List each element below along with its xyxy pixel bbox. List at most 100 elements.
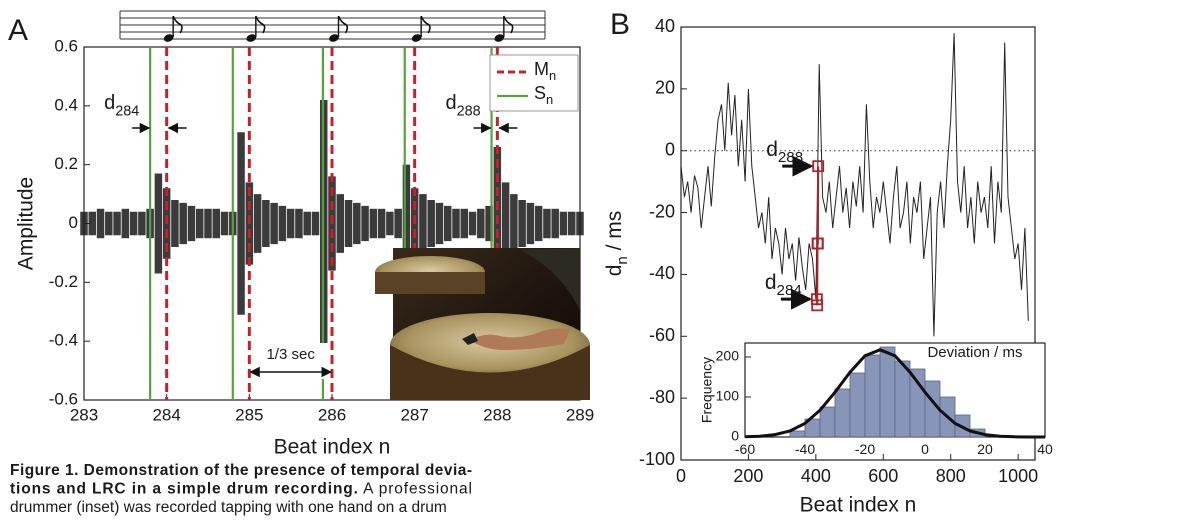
annotation-sub: 288	[778, 149, 803, 166]
annotation-base: d	[765, 271, 777, 294]
annotation-base: d	[766, 138, 778, 161]
y-tick-label: -100	[639, 449, 675, 469]
y-tick-label: 0.6	[54, 36, 78, 55]
annotation-sub: 284	[115, 103, 139, 119]
annotation-base: d	[446, 92, 457, 114]
y-tick-label: -0.6	[49, 389, 78, 408]
x-tick-label: 40	[1037, 441, 1053, 457]
note-head	[411, 34, 422, 42]
note-head	[329, 34, 339, 42]
caption-line: drummer (inset) was recorded tapping wit…	[10, 499, 447, 516]
x-tick-label: 285	[235, 406, 263, 425]
histogram-bar	[909, 368, 926, 438]
legend-box	[489, 54, 579, 112]
y-tick-label: -0.2	[49, 272, 78, 291]
y-axis-label-rest: / ms	[603, 211, 626, 257]
legend-label: Sn	[534, 83, 553, 108]
caption-text: Figure 1. Demonstration of the presence …	[10, 462, 472, 479]
y-tick-label: -80	[649, 387, 675, 407]
x-tick-label: 1000	[998, 466, 1038, 486]
histogram-title: Deviation / ms	[927, 344, 1022, 361]
legend-label-base: M	[534, 59, 549, 79]
annotation-sub: 284	[777, 282, 802, 299]
note-head	[163, 34, 174, 42]
y-axis-label: dn / ms	[603, 211, 631, 277]
inset-photo	[375, 248, 590, 400]
caption-text: tions and LRC in a simple drum recording…	[10, 481, 358, 498]
y-tick-label: -0.4	[49, 331, 78, 350]
annotation-sub: 288	[457, 103, 481, 119]
note-flag	[503, 15, 514, 34]
y-tick-label: -20	[649, 201, 675, 221]
x-tick-label: 289	[566, 406, 594, 425]
histogram-bar	[879, 346, 896, 438]
x-tick-label: -40	[795, 441, 815, 457]
series-line	[680, 33, 1029, 337]
y-tick-label: -60	[649, 325, 675, 345]
x-tick-label: 600	[868, 466, 898, 486]
x-tick-label: 20	[977, 441, 993, 457]
y-tick-label: 0.2	[54, 154, 78, 173]
x-tick-label: 800	[936, 466, 966, 486]
note-flag	[420, 15, 431, 34]
interval-label: 1/3 sec	[266, 346, 315, 363]
x-axis-label: Beat index n	[800, 494, 917, 517]
x-tick-label: 0	[921, 441, 929, 457]
panel-label: B	[610, 8, 630, 41]
panel-label: A	[8, 14, 28, 47]
y-tick-label: 0	[69, 213, 78, 232]
histogram-bar	[789, 430, 806, 438]
legend-label-sub: n	[549, 68, 556, 83]
caption-text: A professional	[359, 481, 472, 498]
x-tick-label: 287	[400, 406, 428, 425]
y-tick-label: 200	[716, 348, 740, 364]
y-tick-label: 0	[731, 428, 739, 444]
data-point	[811, 237, 824, 250]
histogram-bar	[849, 372, 866, 438]
note-head	[494, 34, 505, 42]
caption-text: drummer (inset) was recorded tapping wit…	[10, 499, 447, 516]
histogram-bar	[819, 406, 836, 438]
x-tick-label: -60	[735, 441, 755, 457]
histogram-bar	[834, 388, 851, 438]
data-point	[811, 299, 824, 312]
note-flag	[172, 15, 183, 34]
x-tick-label: 286	[318, 406, 346, 425]
note-head	[246, 34, 257, 42]
x-axis-label: Beat index n	[274, 436, 391, 459]
annotation-base: d	[104, 92, 115, 114]
y-tick-label: 20	[655, 78, 675, 98]
x-tick-label: 0	[676, 466, 686, 486]
y-axis-label-sub: n	[614, 256, 631, 264]
caption-line: tions and LRC in a simple drum recording…	[10, 481, 472, 498]
legend-label-base: S	[534, 83, 546, 103]
y-tick-label: 40	[655, 16, 675, 36]
legend-label: Mn	[534, 59, 556, 84]
annotation: d284	[104, 92, 139, 119]
fit-curve	[744, 348, 1045, 439]
y-axis-label-base: d	[603, 265, 626, 277]
note-flag	[255, 15, 266, 34]
y-tick-label: 0	[665, 139, 675, 159]
y-tick-label: -40	[649, 263, 675, 283]
x-tick-label: 288	[483, 406, 511, 425]
caption-line: Figure 1. Demonstration of the presence …	[10, 462, 472, 479]
y-tick-label: 100	[716, 388, 740, 404]
y-axis-label: Frequency	[699, 357, 715, 423]
y-axis-label: Amplitude	[15, 177, 38, 270]
x-tick-label: 284	[152, 406, 180, 425]
y-tick-label: 0.4	[54, 95, 78, 114]
plot-frame	[680, 26, 1036, 461]
annotation: d284	[765, 271, 802, 299]
x-tick-label: 283	[70, 406, 98, 425]
x-tick-label: -20	[855, 441, 875, 457]
histogram-bar	[894, 360, 911, 438]
note-flag	[337, 15, 349, 34]
x-tick-label: 400	[801, 466, 831, 486]
x-tick-label: 200	[733, 466, 763, 486]
annotation: d288	[766, 138, 803, 166]
annotation: d288	[446, 92, 481, 119]
histogram-bar	[864, 354, 881, 438]
